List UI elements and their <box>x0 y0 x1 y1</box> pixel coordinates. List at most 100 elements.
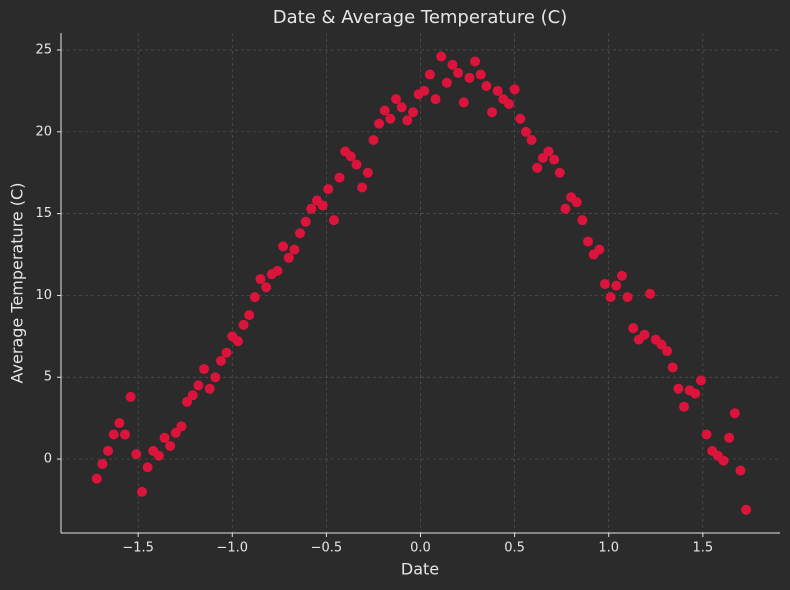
point <box>283 252 294 263</box>
point <box>396 102 407 113</box>
points <box>91 51 752 515</box>
point <box>560 203 571 214</box>
point <box>221 347 232 358</box>
point <box>458 97 469 108</box>
point <box>374 118 385 129</box>
point <box>599 278 610 289</box>
point <box>509 84 520 95</box>
point <box>549 154 560 165</box>
y-tick-label: 15 <box>35 206 52 221</box>
point <box>306 203 317 214</box>
point <box>362 167 373 178</box>
point <box>215 355 226 366</box>
point <box>503 99 514 110</box>
x-tick-label: −1.0 <box>216 541 248 556</box>
point <box>159 432 170 443</box>
point <box>119 429 130 440</box>
point <box>594 244 605 255</box>
point <box>91 473 102 484</box>
point <box>182 396 193 407</box>
point <box>345 151 356 162</box>
point <box>351 159 362 170</box>
point <box>605 292 616 303</box>
point <box>328 215 339 226</box>
point <box>176 421 187 432</box>
point <box>249 292 260 303</box>
point <box>520 126 531 137</box>
point <box>729 408 740 419</box>
point <box>244 310 255 321</box>
point <box>543 146 554 157</box>
point <box>142 462 153 473</box>
point <box>470 56 481 67</box>
point <box>436 51 447 62</box>
point <box>656 339 667 350</box>
point <box>628 323 639 334</box>
point <box>204 383 215 394</box>
point <box>481 81 492 92</box>
point <box>662 346 673 357</box>
point <box>368 135 379 146</box>
point <box>679 401 690 412</box>
point <box>334 172 345 183</box>
point <box>515 113 526 124</box>
point <box>571 197 582 208</box>
point <box>718 455 729 466</box>
point <box>165 440 176 451</box>
chart-title: Date & Average Temperature (C) <box>273 7 568 28</box>
point <box>210 372 221 383</box>
point <box>295 228 306 239</box>
point <box>103 445 114 456</box>
point <box>695 375 706 386</box>
point <box>317 200 328 211</box>
x-tick-label: 1.0 <box>598 541 619 556</box>
point <box>616 270 627 281</box>
point <box>379 105 390 116</box>
point <box>125 391 136 402</box>
point <box>741 504 752 515</box>
point <box>447 59 458 70</box>
x-tick-label: 0.5 <box>504 541 525 556</box>
point <box>261 282 272 293</box>
point <box>690 388 701 399</box>
point <box>238 319 249 330</box>
point <box>487 107 498 118</box>
point <box>735 465 746 476</box>
point <box>97 458 108 469</box>
point <box>357 182 368 193</box>
point <box>255 274 266 285</box>
point <box>424 69 435 80</box>
point <box>131 449 142 460</box>
point <box>430 94 441 105</box>
x-tick-label: −0.5 <box>311 541 343 556</box>
point <box>232 336 243 347</box>
point <box>187 390 198 401</box>
point <box>622 292 633 303</box>
point <box>667 362 678 373</box>
point <box>639 329 650 340</box>
point <box>278 241 289 252</box>
point <box>583 236 594 247</box>
point <box>323 184 334 195</box>
point <box>108 429 119 440</box>
point <box>272 265 283 276</box>
point <box>645 288 656 299</box>
x-tick-label: −1.5 <box>122 541 154 556</box>
point <box>153 450 164 461</box>
point <box>385 113 396 124</box>
point <box>170 427 181 438</box>
point <box>464 72 475 83</box>
point <box>136 486 147 497</box>
x-tick-label: 1.5 <box>692 541 713 556</box>
point <box>537 153 548 163</box>
point <box>199 364 210 375</box>
point <box>453 67 464 78</box>
x-tick-label: 0.0 <box>410 541 431 556</box>
y-tick-label: 0 <box>44 452 52 467</box>
point <box>577 215 588 226</box>
point <box>114 418 125 429</box>
point <box>300 216 311 227</box>
